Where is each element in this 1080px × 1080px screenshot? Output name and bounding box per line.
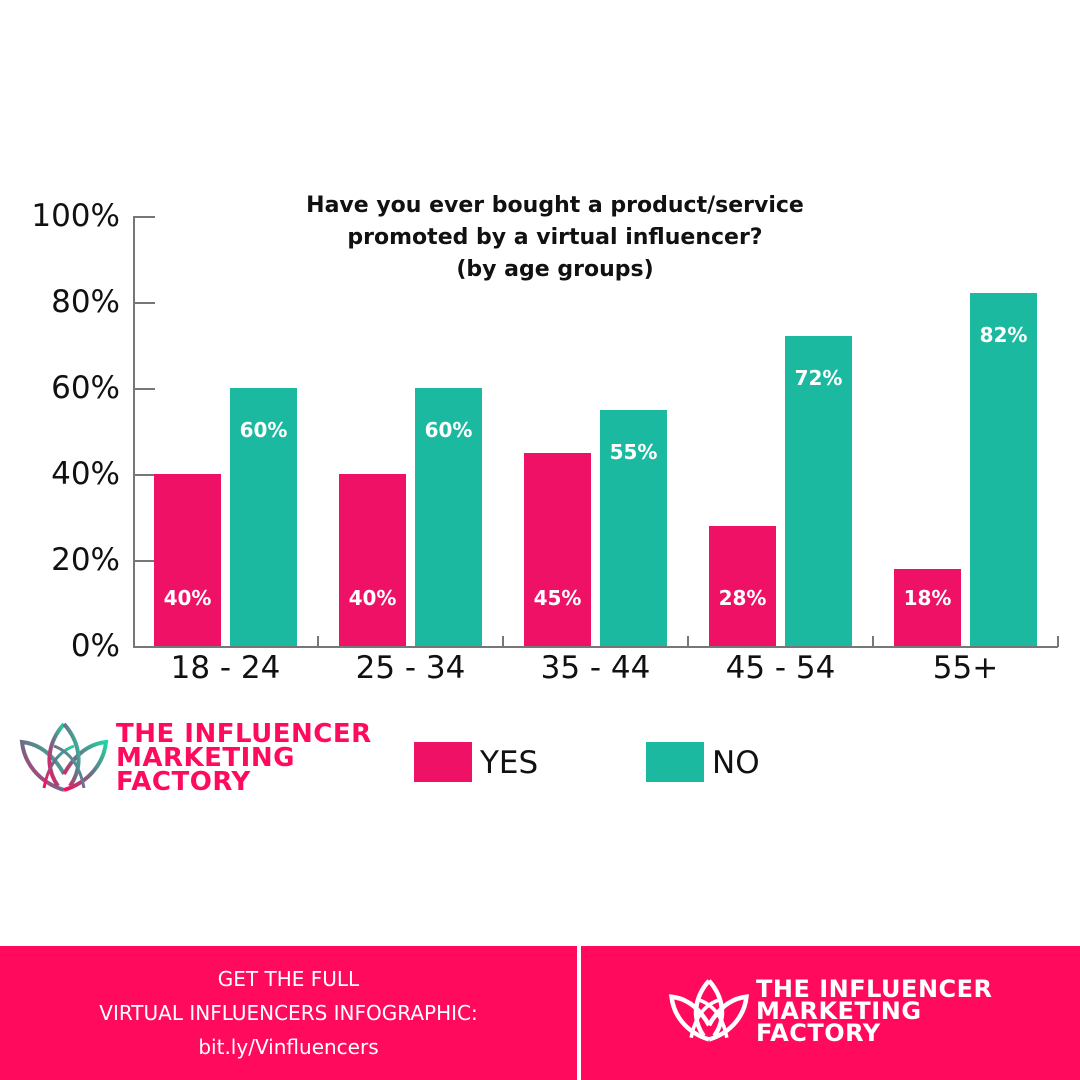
title-line-3: (by age groups) [456,257,654,282]
brand-line-1: THE INFLUENCER [756,975,993,1003]
chart-title: Have you ever bought a product/service p… [240,190,870,286]
brand-line-2: MARKETING [756,997,922,1025]
x-category-label: 55+ [932,650,999,686]
bar-value-label: 40% [348,586,397,610]
bar-chart: Have you ever bought a product/service p… [31,190,1059,686]
legend-label-no: NO [712,745,760,781]
brand-name: THE INFLUENCER MARKETING FACTORY [116,719,372,797]
bar-yes: 40% [154,474,221,646]
bar-yes: 28% [709,525,776,646]
y-tick [133,216,155,218]
y-tick [133,388,155,390]
title-line-2: promoted by a virtual influencer? [347,225,763,250]
y-axis [133,216,135,647]
y-tick-label: 100% [31,198,120,234]
x-tick [872,636,874,647]
bar-yes: 45% [524,452,591,646]
legend-label-yes: YES [480,745,539,781]
bar-yes: 18% [894,568,961,646]
x-tick [687,636,689,647]
bar-value-label: 60% [239,418,288,442]
bar-value-label: 40% [163,586,212,610]
bar-no: 82% [970,293,1037,646]
x-tick [317,636,319,647]
x-tick [1057,636,1059,647]
footer-banner: GET THE FULL VIRTUAL INFLUENCERS INFOGRA… [0,946,1080,1080]
brand-line-3: FACTORY [756,1019,881,1047]
footer-brand-logo: THE INFLUENCER MARKETING FACTORY [668,975,1048,1058]
lotus-icon [669,979,749,1042]
footer-divider [577,946,581,1080]
bar-value-label: 28% [718,585,767,610]
y-tick [133,302,155,304]
bar-value-label: 82% [979,323,1028,348]
y-tick-label: 60% [51,370,120,406]
y-tick-label: 40% [51,456,120,492]
bar-value-label: 60% [424,418,473,442]
lotus-icon [19,722,109,792]
x-category-label: 18 - 24 [170,650,281,686]
legend-swatch-yes [414,742,472,782]
bar-value-label: 45% [533,586,582,610]
bar-value-label: 72% [794,366,843,391]
y-tick-label: 20% [51,542,120,578]
brand-line-1: THE INFLUENCER [116,719,372,749]
bar-yes: 40% [339,474,406,646]
y-tick [133,560,155,562]
bar-value-label: 55% [609,439,658,464]
legend-swatch-no [646,742,704,782]
y-tick-label: 0% [70,628,120,664]
x-axis [133,646,1058,648]
footer-link[interactable]: bit.ly/Vinfluencers [198,1035,379,1059]
x-category-label: 45 - 54 [725,650,836,686]
brand-line-2: MARKETING [116,743,295,773]
y-tick-label: 80% [51,284,120,320]
brand-line-3: FACTORY [116,767,251,797]
title-line-1: Have you ever bought a product/service [306,193,804,218]
footer-brand-name: THE INFLUENCER MARKETING FACTORY [756,975,993,1047]
footer-cta: GET THE FULL VIRTUAL INFLUENCERS INFOGRA… [0,962,577,1064]
x-category-label: 25 - 34 [355,650,466,686]
bar-value-label: 18% [903,585,952,610]
bar-no: 60% [415,388,482,646]
bar-no: 60% [230,388,297,646]
bar-no: 55% [600,409,667,646]
brand-logo: THE INFLUENCER MARKETING FACTORY [18,719,418,802]
footer-line-1: GET THE FULL [217,967,360,991]
bar-no: 72% [785,336,852,646]
y-tick [133,474,155,476]
x-tick [502,636,504,647]
x-category-label: 35 - 44 [540,650,651,686]
footer-line-2: VIRTUAL INFLUENCERS INFOGRAPHIC: [99,1001,478,1025]
